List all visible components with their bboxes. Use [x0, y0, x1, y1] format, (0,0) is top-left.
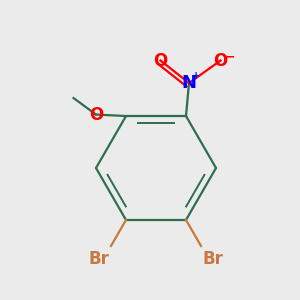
Text: +: + [192, 71, 201, 81]
Text: Br: Br [202, 250, 224, 268]
Text: O: O [89, 106, 103, 124]
Text: N: N [182, 74, 196, 92]
Text: Br: Br [88, 250, 110, 268]
Text: O: O [213, 52, 228, 70]
Text: O: O [153, 52, 168, 70]
Text: −: − [225, 50, 236, 63]
